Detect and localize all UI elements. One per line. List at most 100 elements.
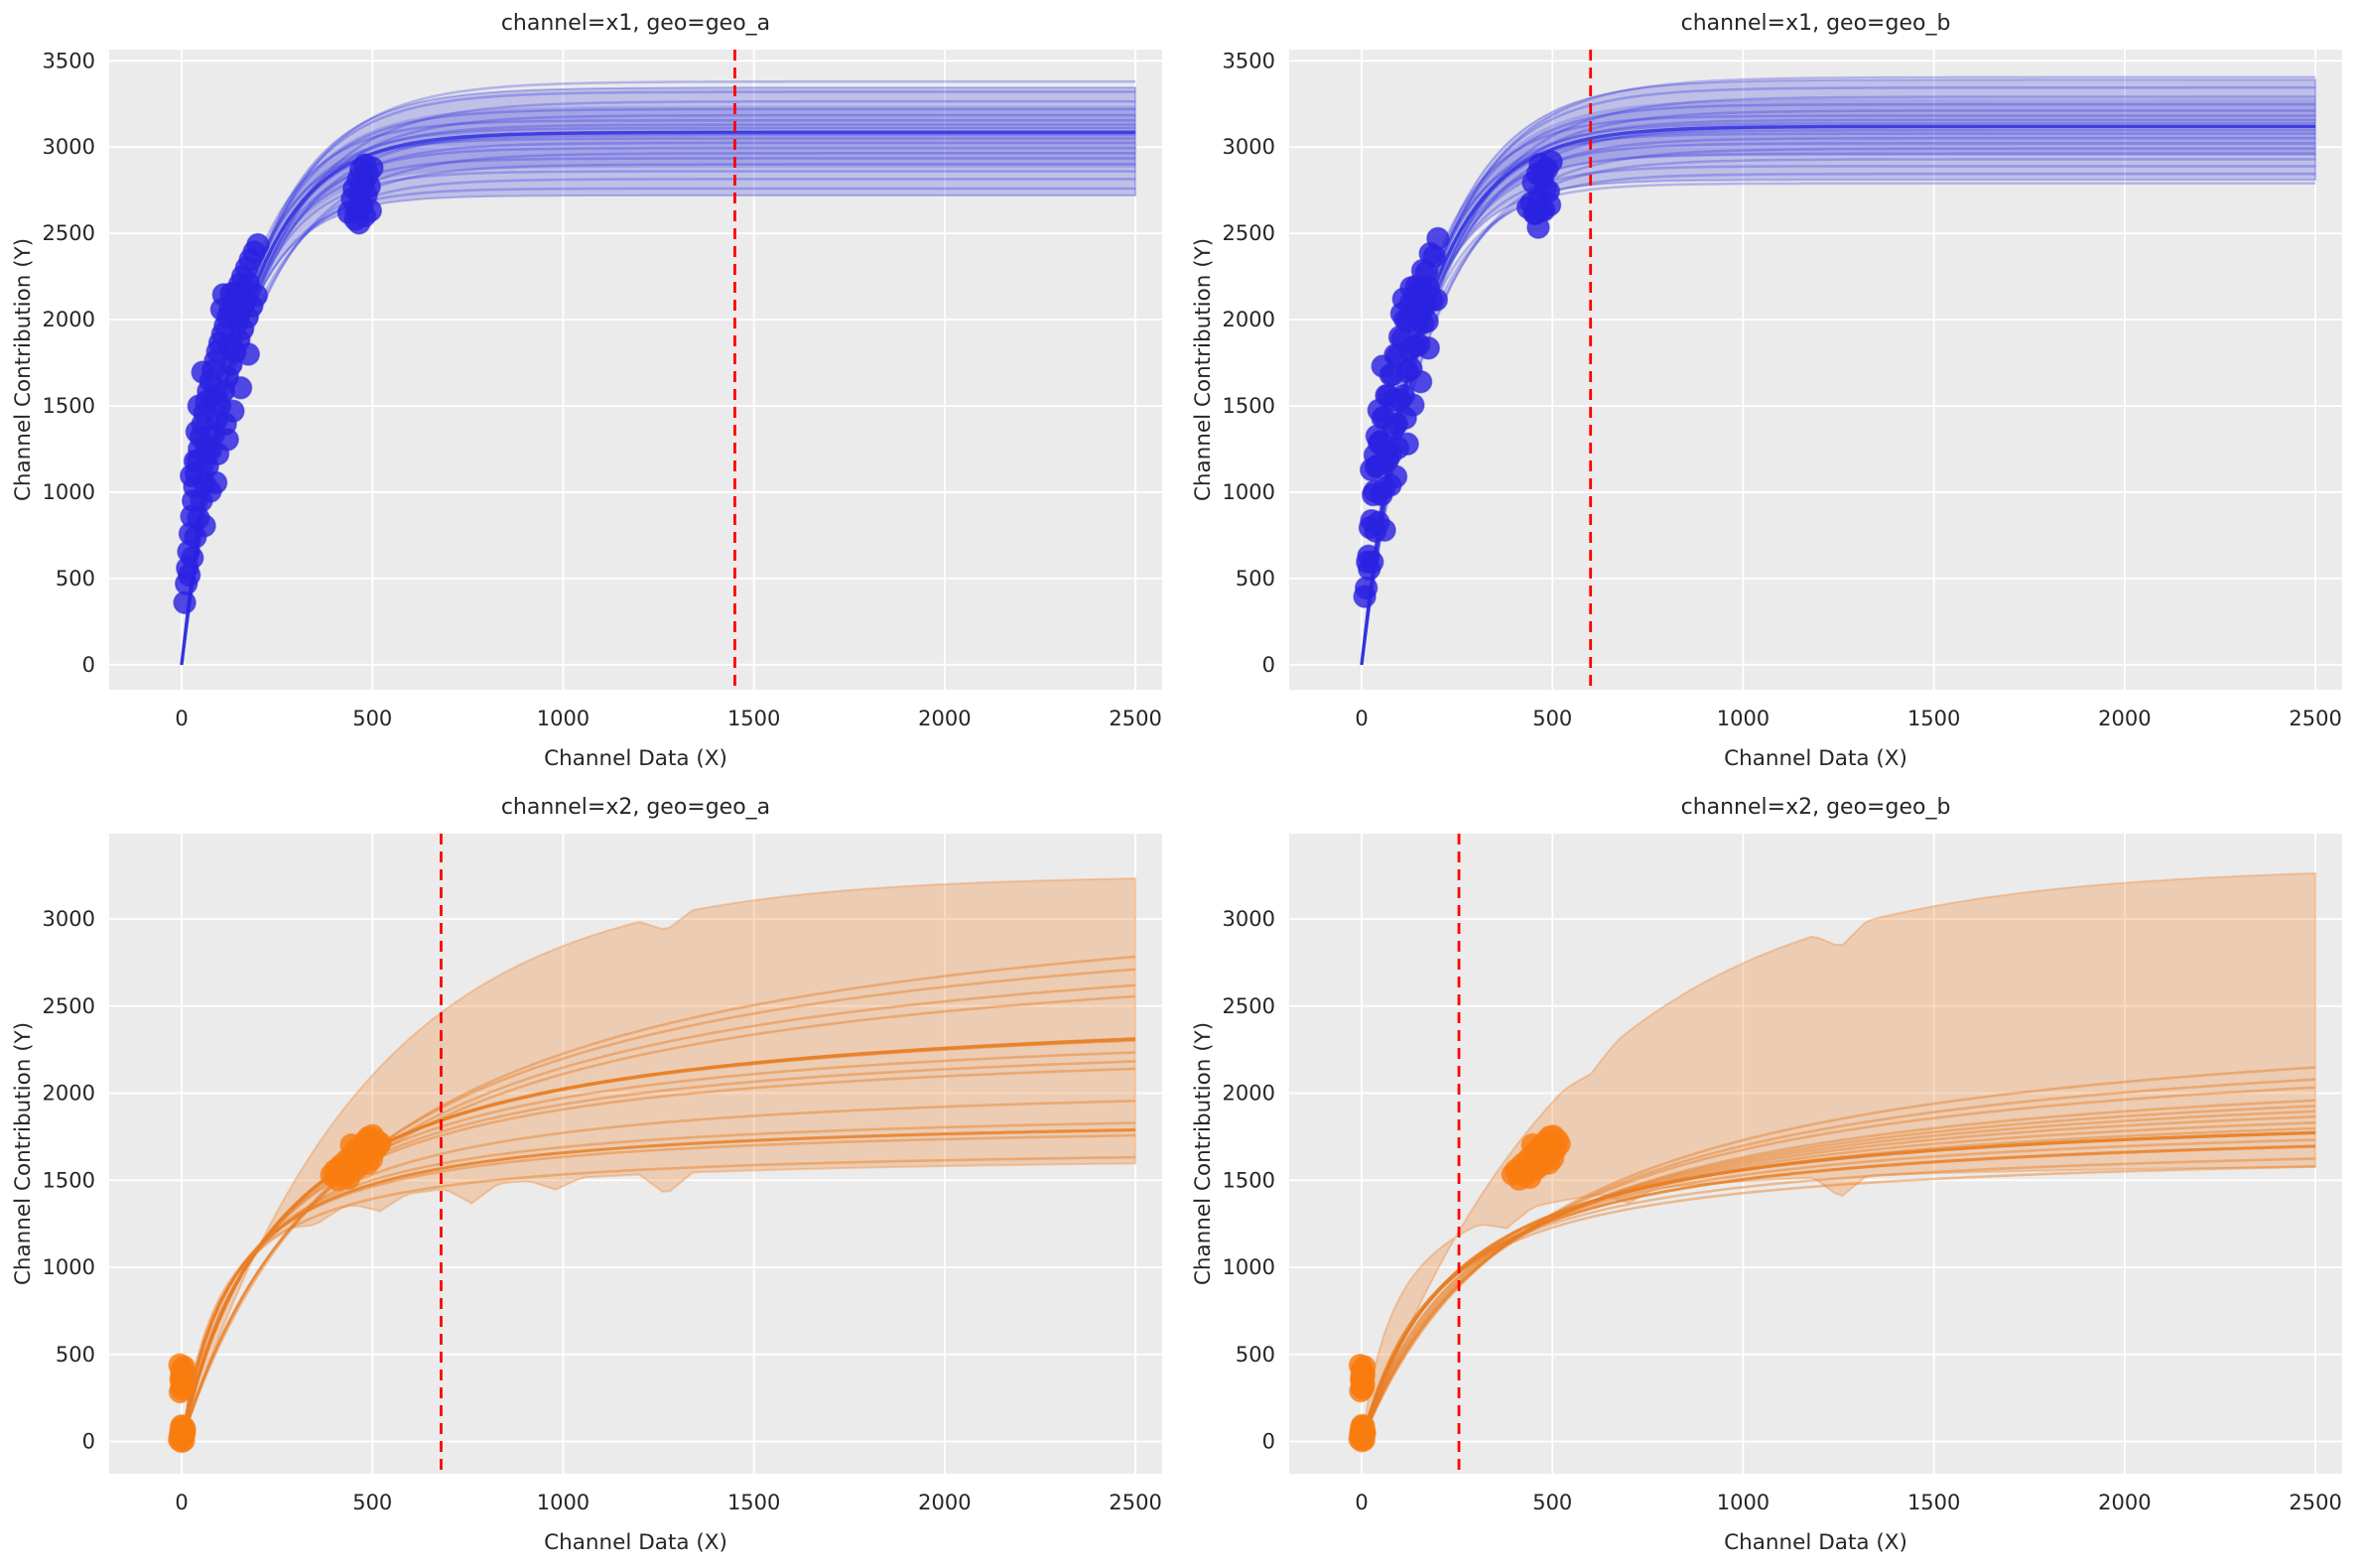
y-tick-labels: 0 500 1000 1500 2000 2500 3000 3500 <box>1223 49 1275 676</box>
panel-channel-x1-geo-b: 0 500 1000 1500 2000 2500 0 500 1000 1500 2000 2500… <box>1180 0 2360 789</box>
svg-text:1000: 1000 <box>537 707 590 730</box>
plot-top-right: 0 500 1000 1500 2000 2500 0 500 1000 1500 2000 2500… <box>1191 11 2342 771</box>
axes-background <box>109 834 1162 1474</box>
svg-text:500: 500 <box>1236 567 1275 590</box>
svg-text:1000: 1000 <box>1717 707 1770 730</box>
svg-text:2500: 2500 <box>43 994 95 1018</box>
svg-text:1000: 1000 <box>1223 480 1275 504</box>
scatter-points <box>1348 1124 1571 1453</box>
svg-text:500: 500 <box>1532 1491 1572 1514</box>
hdi-band <box>181 86 1137 665</box>
svg-text:3000: 3000 <box>1223 907 1275 931</box>
svg-text:1500: 1500 <box>727 1491 780 1514</box>
y-axis-label: Channel Contribution (Y) <box>11 1022 36 1285</box>
svg-text:3000: 3000 <box>43 907 95 931</box>
svg-text:500: 500 <box>1236 1343 1275 1367</box>
axes-background <box>109 50 1162 690</box>
svg-text:1000: 1000 <box>43 1255 95 1279</box>
y-axis-label: Channel Contribution (Y) <box>1191 1022 1216 1285</box>
svg-text:1500: 1500 <box>1907 707 1960 730</box>
x-axis-label: Channel Data (X) <box>544 746 727 771</box>
mean-curve <box>180 130 1136 666</box>
svg-text:2500: 2500 <box>2289 707 2341 730</box>
scatter-points <box>173 153 384 614</box>
mean-curve <box>180 1127 1136 1442</box>
panel-title: channel=x2, geo=geo_b <box>1681 795 1951 820</box>
panel-title: channel=x1, geo=geo_a <box>501 11 770 36</box>
plot-bottom-right: 0 500 1000 1500 2000 2500 0 500 1000 1500 2000 2500… <box>1191 795 2342 1555</box>
hdi-band-inner <box>1362 98 2316 665</box>
svg-text:500: 500 <box>56 567 95 590</box>
svg-text:2000: 2000 <box>918 1491 971 1514</box>
svg-text:0: 0 <box>1355 707 1368 730</box>
svg-text:3000: 3000 <box>1223 135 1275 159</box>
panel-channel-x2-geo-b: 0 500 1000 1500 2000 2500 0 500 1000 1500 2000 2500… <box>1180 784 2360 1568</box>
panel-channel-x1-geo-a: 0 500 1000 1500 2000 2500 0 500 1000 1500 2000 2500… <box>0 0 1180 789</box>
svg-text:0: 0 <box>1355 1491 1368 1514</box>
svg-text:500: 500 <box>56 1343 95 1367</box>
x-tick-labels: 0 500 1000 1500 2000 2500 <box>1355 707 2341 730</box>
svg-text:2000: 2000 <box>2098 1491 2151 1514</box>
svg-text:0: 0 <box>82 1430 95 1454</box>
svg-text:500: 500 <box>1532 707 1572 730</box>
svg-text:1500: 1500 <box>1223 1168 1275 1192</box>
svg-text:1500: 1500 <box>43 394 95 418</box>
svg-text:3000: 3000 <box>43 135 95 159</box>
svg-text:0: 0 <box>175 1491 188 1514</box>
svg-text:2500: 2500 <box>43 221 95 245</box>
y-axis-label: Channel Contribution (Y) <box>1191 238 1216 501</box>
axes-background <box>1289 50 2342 690</box>
hdi-band <box>181 877 1137 1442</box>
svg-text:2500: 2500 <box>1223 221 1275 245</box>
svg-text:1500: 1500 <box>727 707 780 730</box>
panel-title: channel=x2, geo=geo_a <box>501 795 770 820</box>
mean-curve <box>1360 1144 2316 1442</box>
svg-text:1000: 1000 <box>43 480 95 504</box>
svg-text:0: 0 <box>82 653 95 677</box>
plot-top-left: 0 500 1000 1500 2000 2500 0 500 1000 1500 2000 2500… <box>11 11 1162 771</box>
axes-background <box>1289 834 2342 1474</box>
x-tick-labels: 0 500 1000 1500 2000 2500 <box>175 1491 1161 1514</box>
svg-text:2000: 2000 <box>2098 707 2151 730</box>
svg-text:0: 0 <box>175 707 188 730</box>
svg-text:0: 0 <box>1262 1430 1275 1454</box>
svg-text:1500: 1500 <box>43 1168 95 1192</box>
svg-text:1500: 1500 <box>1223 394 1275 418</box>
svg-text:2000: 2000 <box>43 1082 95 1106</box>
svg-text:2500: 2500 <box>1223 994 1275 1018</box>
x-axis-label: Channel Data (X) <box>544 1530 727 1555</box>
svg-text:2500: 2500 <box>1109 1491 1161 1514</box>
svg-text:2500: 2500 <box>1109 707 1161 730</box>
svg-text:1000: 1000 <box>1223 1255 1275 1279</box>
mean-curve <box>1360 124 2316 666</box>
svg-text:2000: 2000 <box>43 308 95 331</box>
y-axis-label: Channel Contribution (Y) <box>11 238 36 501</box>
svg-text:2000: 2000 <box>1223 1082 1275 1106</box>
svg-text:3500: 3500 <box>1223 49 1275 72</box>
svg-text:1000: 1000 <box>537 1491 590 1514</box>
x-axis-label: Channel Data (X) <box>1724 1530 1907 1555</box>
svg-text:2000: 2000 <box>1223 308 1275 331</box>
svg-text:1500: 1500 <box>1907 1491 1960 1514</box>
gridlines <box>109 834 1162 1474</box>
svg-text:2000: 2000 <box>918 707 971 730</box>
x-tick-labels: 0 500 1000 1500 2000 2500 <box>175 707 1161 730</box>
x-axis-label: Channel Data (X) <box>1724 746 1907 771</box>
panel-title: channel=x1, geo=geo_b <box>1681 11 1951 36</box>
panel-channel-x2-geo-a: 0 500 1000 1500 2000 2500 0 500 1000 1500 2000 2500… <box>0 784 1180 1568</box>
svg-text:500: 500 <box>352 707 392 730</box>
hdi-band <box>1361 78 2317 665</box>
svg-text:500: 500 <box>352 1491 392 1514</box>
svg-text:2500: 2500 <box>2289 1491 2341 1514</box>
y-tick-labels: 0 500 1000 1500 2000 2500 3000 3500 <box>43 49 95 676</box>
hdi-band-inner <box>182 105 1136 665</box>
y-tick-labels: 0 500 1000 1500 2000 2500 3000 <box>43 907 95 1454</box>
x-tick-labels: 0 500 1000 1500 2000 2500 <box>1355 1491 2341 1514</box>
svg-text:3500: 3500 <box>43 49 95 72</box>
scatter-points <box>1353 150 1563 608</box>
mean-curve <box>1360 1130 2316 1442</box>
scatter-points <box>167 1123 392 1454</box>
gridlines <box>109 50 1162 690</box>
svg-text:1000: 1000 <box>1717 1491 1770 1514</box>
